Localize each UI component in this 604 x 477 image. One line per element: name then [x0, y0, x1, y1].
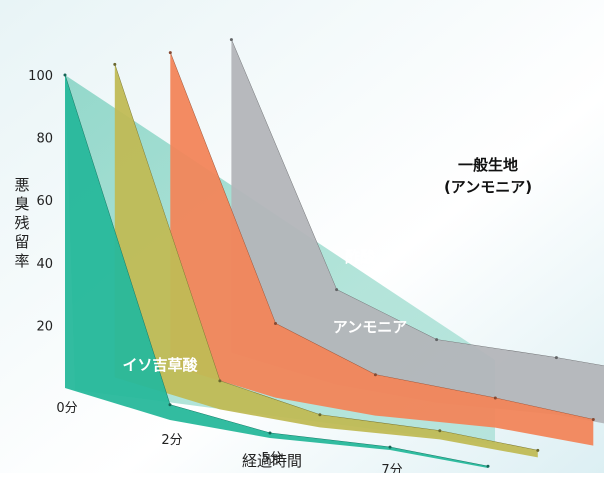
series-label-2: アンモニア: [333, 318, 407, 336]
data-point: [435, 338, 438, 341]
y-axis-label: 悪臭残留率: [14, 176, 29, 270]
y-tick-label: 20: [36, 319, 53, 334]
data-point: [230, 38, 233, 41]
data-point: [169, 51, 172, 54]
data-point: [274, 322, 277, 325]
data-point: [218, 379, 221, 382]
x-tick-label: 0分: [56, 401, 77, 416]
y-axis-label-char: 臭: [14, 195, 29, 213]
data-point: [318, 413, 321, 416]
y-tick-label: 60: [36, 194, 53, 209]
y-axis-label-char: 率: [14, 252, 29, 270]
data-point: [113, 63, 116, 66]
data-point: [487, 465, 490, 468]
y-axis-label-char: 悪: [14, 176, 29, 194]
data-point: [494, 397, 497, 400]
y-axis-label-char: 残: [14, 214, 29, 232]
data-point: [64, 74, 67, 77]
data-point: [374, 373, 377, 376]
y-tick-label: 80: [36, 132, 53, 147]
data-point: [555, 356, 558, 359]
series-label-1: イソ吉草酸: [122, 356, 198, 374]
data-point: [335, 288, 338, 291]
data-point: [592, 418, 595, 421]
series-label-3: 酢酸: [345, 248, 376, 266]
data-point: [536, 449, 539, 452]
data-point: [269, 432, 272, 435]
y-tick-label: 100: [28, 69, 53, 84]
y-tick-label: 40: [36, 257, 53, 272]
data-point: [438, 429, 441, 432]
x-tick-label: 7分: [381, 463, 402, 473]
x-axis-label: 経過時間: [242, 452, 302, 470]
x-tick-label: 2分: [161, 433, 182, 448]
y-axis-label-char: 留: [14, 233, 29, 251]
data-point: [169, 403, 172, 406]
data-point: [389, 446, 392, 449]
